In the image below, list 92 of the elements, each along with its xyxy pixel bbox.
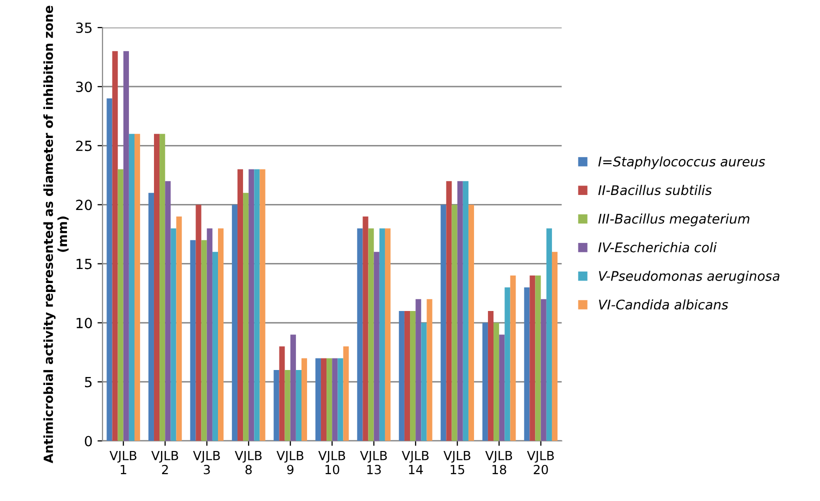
bar — [320, 358, 327, 441]
x-tick-label: VJLB 8 — [234, 450, 262, 474]
bar — [154, 134, 160, 441]
x-tick-label: VJLB 3 — [193, 450, 220, 474]
bar — [552, 252, 558, 441]
bar — [128, 134, 135, 441]
bar — [510, 276, 516, 441]
bar — [362, 216, 368, 441]
x-tick-label: VJLB 10 — [318, 450, 346, 474]
bar — [237, 169, 244, 441]
y-tick-label: 10 — [76, 318, 92, 328]
bar — [279, 346, 285, 441]
y-tick-label: 15 — [76, 258, 92, 270]
bar — [546, 228, 552, 441]
bar — [410, 310, 416, 441]
bar — [106, 98, 112, 441]
x-tick-label: VJLB 1 — [110, 450, 136, 474]
bar — [343, 346, 349, 441]
bar — [398, 310, 404, 441]
bar — [446, 181, 452, 441]
bar — [301, 358, 308, 441]
bar — [160, 134, 166, 441]
x-tick-label: VJLB 20 — [527, 450, 554, 474]
x-tick-label: VJLB 14 — [402, 450, 429, 474]
bar — [326, 358, 332, 441]
bar — [206, 228, 212, 441]
bar — [384, 228, 391, 441]
bar — [488, 310, 494, 441]
bar — [457, 181, 463, 441]
bar — [260, 169, 266, 441]
bar — [482, 322, 488, 441]
bar — [148, 192, 154, 441]
bar — [332, 358, 338, 441]
bar — [440, 204, 446, 441]
legend-label: IV-Escherichia coli — [598, 242, 717, 252]
bar — [426, 299, 432, 441]
legend-label: VI-Candida albicans — [598, 299, 728, 310]
bar — [123, 51, 129, 441]
bar — [535, 276, 541, 441]
y-tick-label: 5 — [85, 376, 92, 388]
legend-label: V-Pseudomonas aeruginosa — [598, 270, 780, 284]
bar — [112, 51, 118, 441]
bar — [290, 334, 296, 441]
bar — [379, 228, 385, 441]
bar — [468, 204, 474, 441]
bar — [374, 252, 380, 441]
bar — [176, 216, 182, 441]
bar — [404, 310, 410, 441]
bar — [315, 358, 321, 441]
bar — [452, 204, 458, 441]
bar — [368, 228, 374, 441]
y-tick-label: 30 — [76, 82, 92, 92]
bar — [296, 370, 302, 441]
bar — [416, 299, 422, 441]
bar — [248, 169, 254, 441]
bar — [274, 370, 280, 441]
y-tick-label: 0 — [84, 436, 92, 446]
y-tick-label: 35 — [76, 22, 92, 34]
bar — [494, 322, 500, 441]
legend-label: II-Bacillus subtilis — [598, 184, 712, 196]
legend-label: III-Bacillus megaterium — [598, 214, 750, 226]
bar — [118, 169, 124, 441]
bar — [243, 192, 249, 441]
bar — [232, 204, 238, 441]
bar — [170, 228, 176, 441]
x-tick-label: VJLB 9 — [276, 450, 304, 474]
bar — [540, 299, 546, 441]
bar — [212, 252, 218, 441]
y-tick-label: 20 — [76, 200, 92, 210]
bar — [134, 134, 140, 441]
bar — [165, 181, 171, 441]
y-tick-label: 25 — [76, 140, 92, 152]
legend-label: I=Staphylococcus aureus — [598, 156, 766, 170]
x-tick-label: VJLB 15 — [444, 450, 470, 474]
bar — [284, 370, 290, 441]
bar — [190, 240, 196, 441]
x-tick-label: VJLB 2 — [151, 450, 178, 474]
bar — [218, 228, 224, 441]
x-tick-label: VJLB 18 — [485, 450, 512, 474]
bar — [254, 169, 260, 441]
bar — [499, 334, 505, 441]
bar — [421, 322, 427, 441]
bar — [201, 240, 207, 441]
bar — [462, 181, 468, 441]
bar — [530, 276, 536, 441]
y-axis-title: Antimicrobial activity represented as diameter of inhibition zone (mm) — [43, 6, 69, 464]
bar — [504, 287, 510, 441]
x-tick-label: VJLB 13 — [360, 450, 387, 474]
bar — [524, 287, 530, 441]
bar — [196, 204, 202, 441]
bar — [338, 358, 344, 441]
bar — [357, 228, 363, 441]
